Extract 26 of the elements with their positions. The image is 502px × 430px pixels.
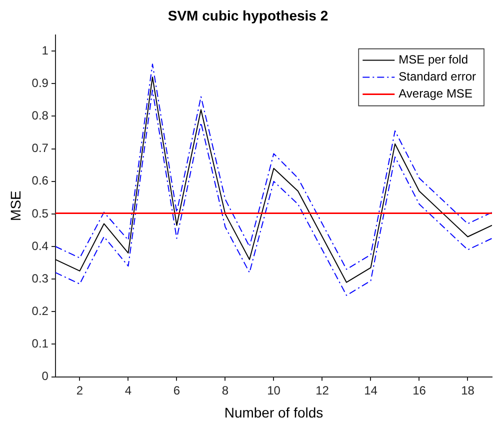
x-tick-label: 8 bbox=[222, 383, 229, 398]
y-tick-label: 0.9 bbox=[32, 76, 49, 90]
y-tick-label: 1 bbox=[42, 43, 49, 58]
y-tick-label: 0.8 bbox=[32, 108, 49, 123]
x-tick-label: 2 bbox=[76, 383, 84, 398]
x-tick-label: 4 bbox=[124, 383, 132, 398]
chart-title: SVM cubic hypothesis 2 bbox=[168, 7, 328, 24]
x-tick-label: 18 bbox=[461, 383, 475, 398]
y-tick-label: 0.7 bbox=[32, 141, 49, 156]
y-tick-label: 0.3 bbox=[32, 271, 49, 286]
y-tick-label: 0.4 bbox=[32, 238, 49, 253]
x-tick-label: 6 bbox=[173, 383, 180, 398]
x-tick-label: 12 bbox=[316, 383, 330, 398]
x-tick-label: 16 bbox=[412, 383, 426, 398]
y-axis-title: MSE bbox=[7, 190, 24, 221]
y-tick-label: 0.2 bbox=[32, 304, 49, 318]
y-tick-label: 0.6 bbox=[32, 174, 49, 188]
legend-label: MSE per fold bbox=[398, 52, 468, 67]
y-tick-label: 0.1 bbox=[32, 336, 49, 351]
x-tick-label: 10 bbox=[267, 383, 281, 398]
x-tick-label: 14 bbox=[364, 383, 378, 398]
y-tick-label: 0.5 bbox=[32, 206, 49, 220]
legend-label: Standard error bbox=[398, 70, 476, 84]
x-axis-title: Number of folds bbox=[224, 404, 324, 420]
y-tick-label: 0 bbox=[42, 369, 49, 384]
legend-label: Average MSE bbox=[398, 86, 472, 101]
